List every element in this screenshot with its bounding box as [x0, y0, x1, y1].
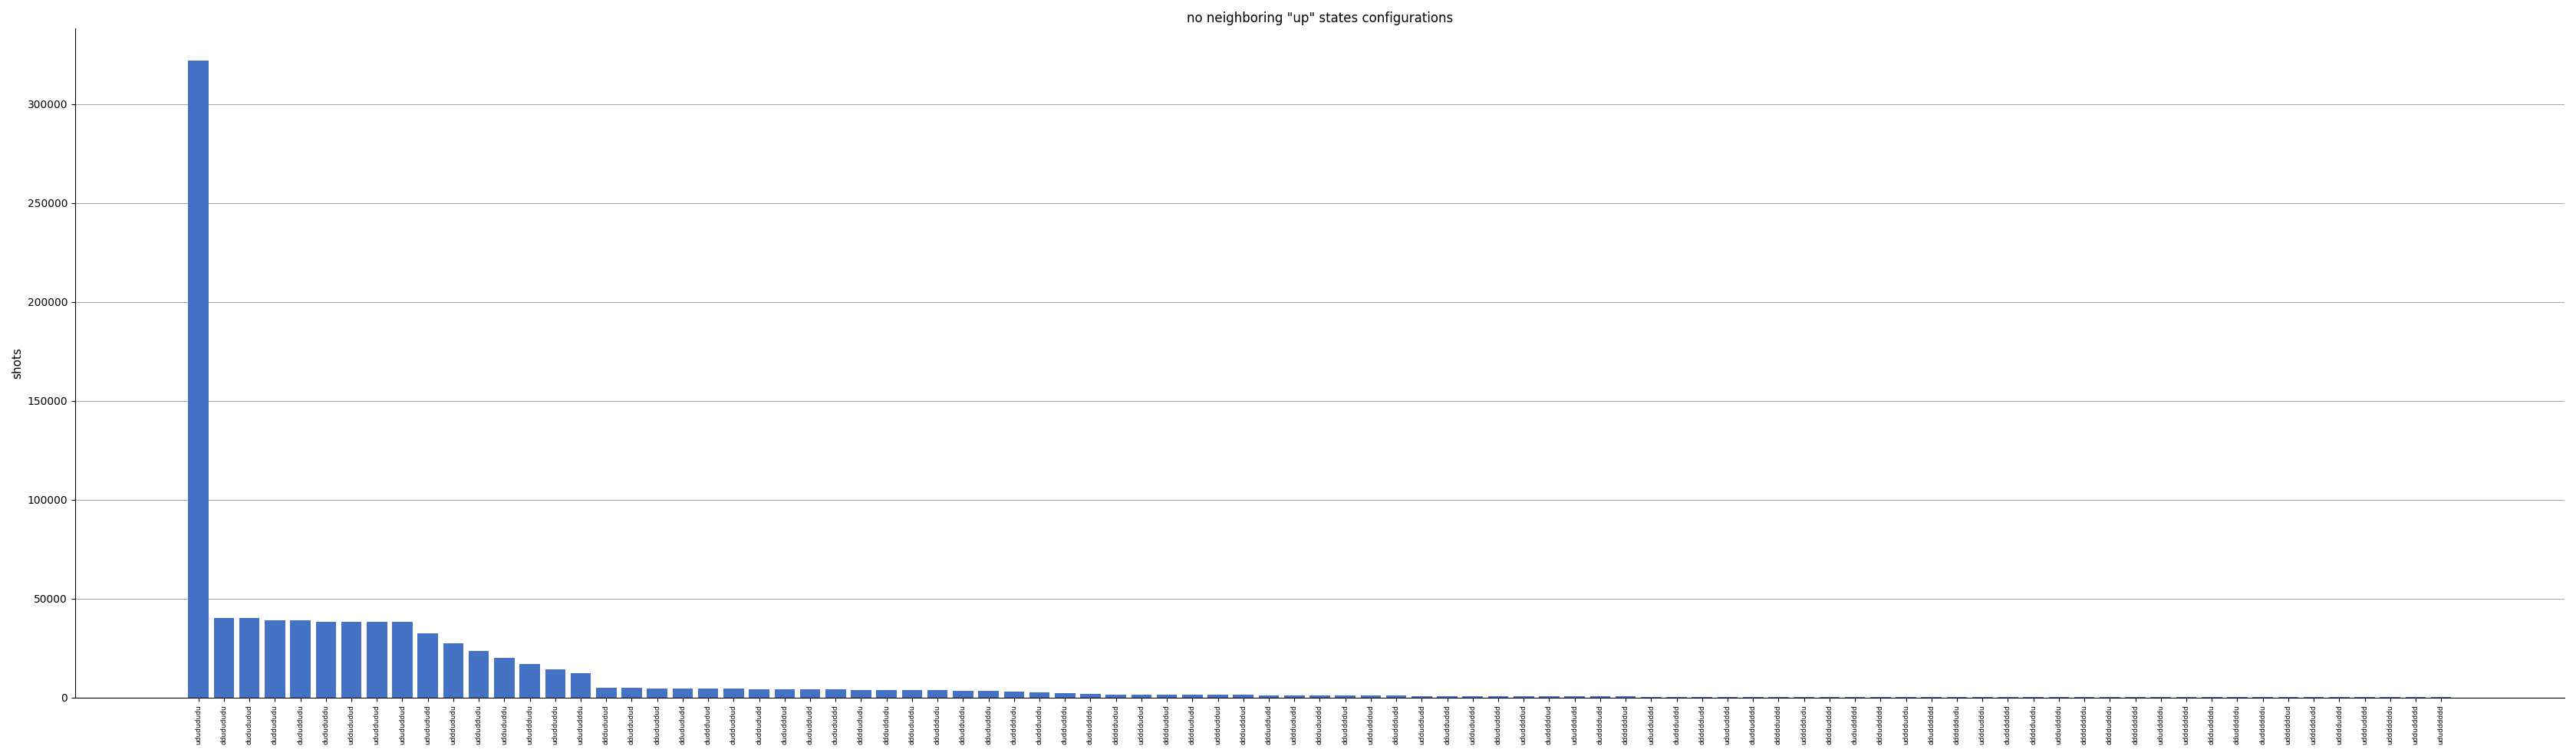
Bar [1157, 695, 1177, 697]
Bar [1005, 692, 1025, 697]
Bar [672, 689, 693, 697]
Bar [1412, 696, 1432, 697]
Bar [569, 674, 590, 697]
Bar [317, 622, 335, 697]
Bar [1489, 696, 1510, 697]
Bar [621, 688, 641, 697]
Bar [1463, 696, 1484, 697]
Bar [1182, 695, 1203, 697]
Bar [1386, 696, 1406, 697]
Bar [876, 690, 896, 697]
Bar [366, 622, 386, 697]
Bar [1283, 696, 1303, 697]
Bar [1208, 695, 1229, 697]
Bar [443, 643, 464, 697]
Bar [1054, 693, 1074, 697]
Bar [824, 689, 845, 697]
Bar [1309, 696, 1329, 697]
Bar [902, 690, 922, 697]
Bar [1260, 696, 1280, 697]
Bar [1437, 696, 1458, 697]
Bar [801, 689, 819, 697]
Bar [1334, 696, 1355, 697]
Bar [1131, 695, 1151, 697]
Bar [927, 690, 948, 697]
Bar [340, 622, 361, 697]
Bar [1589, 696, 1610, 697]
Bar [750, 689, 770, 697]
Bar [1105, 695, 1126, 697]
Bar [1538, 696, 1558, 697]
Bar [240, 618, 260, 697]
Bar [724, 689, 744, 697]
Bar [1079, 694, 1100, 697]
Bar [265, 620, 286, 697]
Bar [775, 689, 796, 697]
Bar [520, 664, 541, 697]
Bar [1234, 695, 1255, 697]
Bar [979, 691, 999, 697]
Title: no neighboring "up" states configurations: no neighboring "up" states configuration… [1188, 11, 1453, 25]
Bar [469, 651, 489, 697]
Y-axis label: shots: shots [10, 347, 23, 379]
Bar [291, 620, 312, 697]
Bar [595, 687, 616, 697]
Bar [546, 669, 567, 697]
Bar [392, 622, 412, 697]
Bar [214, 618, 234, 697]
Bar [417, 634, 438, 697]
Bar [1641, 696, 1662, 697]
Bar [188, 60, 209, 697]
Bar [1360, 696, 1381, 697]
Bar [495, 658, 515, 697]
Bar [1615, 696, 1636, 697]
Bar [698, 689, 719, 697]
Bar [1030, 692, 1048, 697]
Bar [953, 691, 974, 697]
Bar [647, 688, 667, 697]
Bar [850, 689, 871, 697]
Bar [1564, 696, 1584, 697]
Bar [1515, 696, 1533, 697]
